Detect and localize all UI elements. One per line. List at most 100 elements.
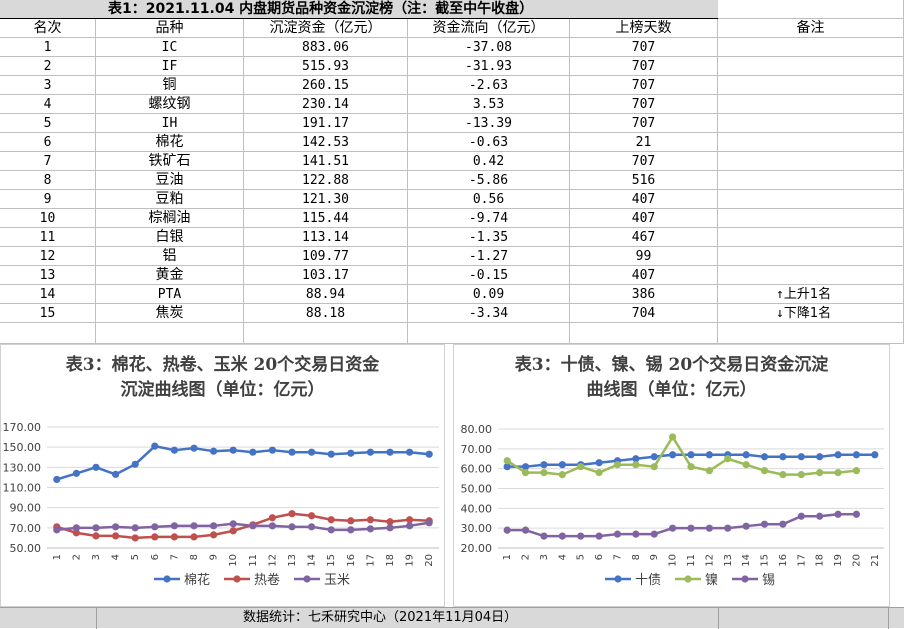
remark-cell bbox=[718, 38, 904, 57]
empty-cell bbox=[408, 323, 570, 344]
data-point bbox=[308, 523, 316, 531]
x-tick-label: 10 bbox=[668, 554, 679, 567]
header-cell: 资金流向（亿元） bbox=[408, 19, 570, 38]
data-point bbox=[760, 520, 769, 528]
data-point bbox=[406, 516, 414, 524]
empty-cell bbox=[96, 323, 244, 344]
rank-cell: 4 bbox=[0, 95, 96, 114]
footer-divider bbox=[888, 608, 889, 629]
y-tick-label: 30.00 bbox=[461, 522, 493, 535]
table-cell: 707 bbox=[570, 57, 718, 76]
data-point bbox=[53, 526, 61, 534]
table-cell: 516 bbox=[570, 171, 718, 190]
x-tick-label: 4 bbox=[557, 554, 568, 560]
x-tick-label: 9 bbox=[649, 554, 660, 560]
data-point bbox=[503, 457, 511, 465]
x-tick-label: 4 bbox=[111, 554, 122, 560]
data-point bbox=[72, 524, 80, 532]
y-tick-label: 170.00 bbox=[3, 421, 42, 434]
x-tick-label: 10 bbox=[228, 554, 239, 567]
data-point bbox=[558, 461, 566, 469]
data-point bbox=[131, 524, 139, 532]
y-tick-label: 40.00 bbox=[461, 502, 493, 515]
data-point bbox=[871, 451, 879, 459]
y-tick-label: 70.00 bbox=[461, 443, 493, 456]
data-point bbox=[190, 533, 198, 541]
data-point bbox=[249, 448, 257, 456]
table-cell: 0.42 bbox=[408, 152, 570, 171]
table-cell: 109.77 bbox=[244, 247, 408, 266]
x-tick-label: 17 bbox=[365, 554, 376, 567]
table-cell: IC bbox=[96, 38, 244, 57]
rank-cell: 10 bbox=[0, 209, 96, 228]
legend-label: 镍 bbox=[705, 573, 718, 588]
rank-cell: 9 bbox=[0, 190, 96, 209]
x-tick-label: 8 bbox=[189, 554, 200, 560]
data-point bbox=[347, 517, 355, 525]
x-tick-label: 14 bbox=[307, 554, 318, 567]
data-point bbox=[595, 532, 603, 540]
x-tick-label: 18 bbox=[815, 554, 826, 567]
x-tick-label: 1 bbox=[52, 554, 63, 560]
table-cell: 386 bbox=[570, 285, 718, 304]
data-point bbox=[779, 453, 787, 461]
footer-bar: 数据统计：七禾研究中心（2021年11月04日） bbox=[0, 607, 904, 629]
data-point bbox=[797, 453, 805, 461]
table-cell: 121.30 bbox=[244, 190, 408, 209]
remark-cell bbox=[718, 152, 904, 171]
chart-right: 表3：十债、镍、锡 20个交易日资金沉淀 曲线图（单位：亿元） 20.00 30.… bbox=[453, 344, 890, 607]
remark-cell bbox=[718, 209, 904, 228]
data-point bbox=[170, 446, 178, 454]
data-point bbox=[650, 530, 658, 538]
table-cell: 白银 bbox=[96, 228, 244, 247]
data-point bbox=[650, 463, 658, 471]
table-cell: 铝 bbox=[96, 247, 244, 266]
data-point bbox=[190, 444, 198, 452]
table-cell: 115.44 bbox=[244, 209, 408, 228]
data-point bbox=[151, 533, 159, 541]
data-point bbox=[151, 442, 159, 450]
table-cell: -0.15 bbox=[408, 266, 570, 285]
data-point bbox=[347, 526, 355, 534]
x-tick-label: 5 bbox=[576, 554, 587, 560]
y-tick-label: 50.00 bbox=[461, 483, 493, 496]
data-point bbox=[386, 448, 394, 456]
legend-marker bbox=[233, 575, 241, 583]
x-tick-label: 5 bbox=[130, 554, 141, 560]
table-cell: 棉花 bbox=[96, 133, 244, 152]
data-point bbox=[112, 470, 120, 478]
data-point bbox=[650, 453, 658, 461]
table-cell: 螺纹钢 bbox=[96, 95, 244, 114]
data-point bbox=[540, 461, 548, 469]
data-point bbox=[308, 448, 316, 456]
x-tick-label: 12 bbox=[267, 554, 278, 567]
empty-cell bbox=[570, 323, 718, 344]
table-cell: 707 bbox=[570, 114, 718, 133]
x-tick-label: 8 bbox=[631, 554, 642, 560]
remark-cell: ↓下降1名 bbox=[718, 304, 904, 323]
x-tick-label: 3 bbox=[539, 554, 550, 560]
data-point bbox=[92, 463, 100, 471]
data-point bbox=[112, 523, 120, 531]
remark-cell bbox=[718, 95, 904, 114]
legend-marker bbox=[684, 575, 692, 583]
table-cell: -2.63 bbox=[408, 76, 570, 95]
remark-text: 上升1名 bbox=[783, 287, 832, 302]
table-cell: PTA bbox=[96, 285, 244, 304]
table-cell: 707 bbox=[570, 38, 718, 57]
x-tick-label: 13 bbox=[287, 554, 298, 567]
table-cell: -9.74 bbox=[408, 209, 570, 228]
table-cell: 407 bbox=[570, 266, 718, 285]
data-point bbox=[779, 471, 787, 479]
rank-cell: 2 bbox=[0, 57, 96, 76]
data-point bbox=[816, 453, 824, 461]
x-tick-label: 2 bbox=[71, 554, 82, 560]
data-point bbox=[797, 471, 805, 479]
data-point bbox=[210, 531, 218, 539]
x-tick-label: 14 bbox=[741, 554, 752, 567]
data-point bbox=[288, 510, 296, 518]
x-tick-label: 17 bbox=[796, 554, 807, 567]
remark-cell bbox=[718, 171, 904, 190]
table-cell: -1.35 bbox=[408, 228, 570, 247]
